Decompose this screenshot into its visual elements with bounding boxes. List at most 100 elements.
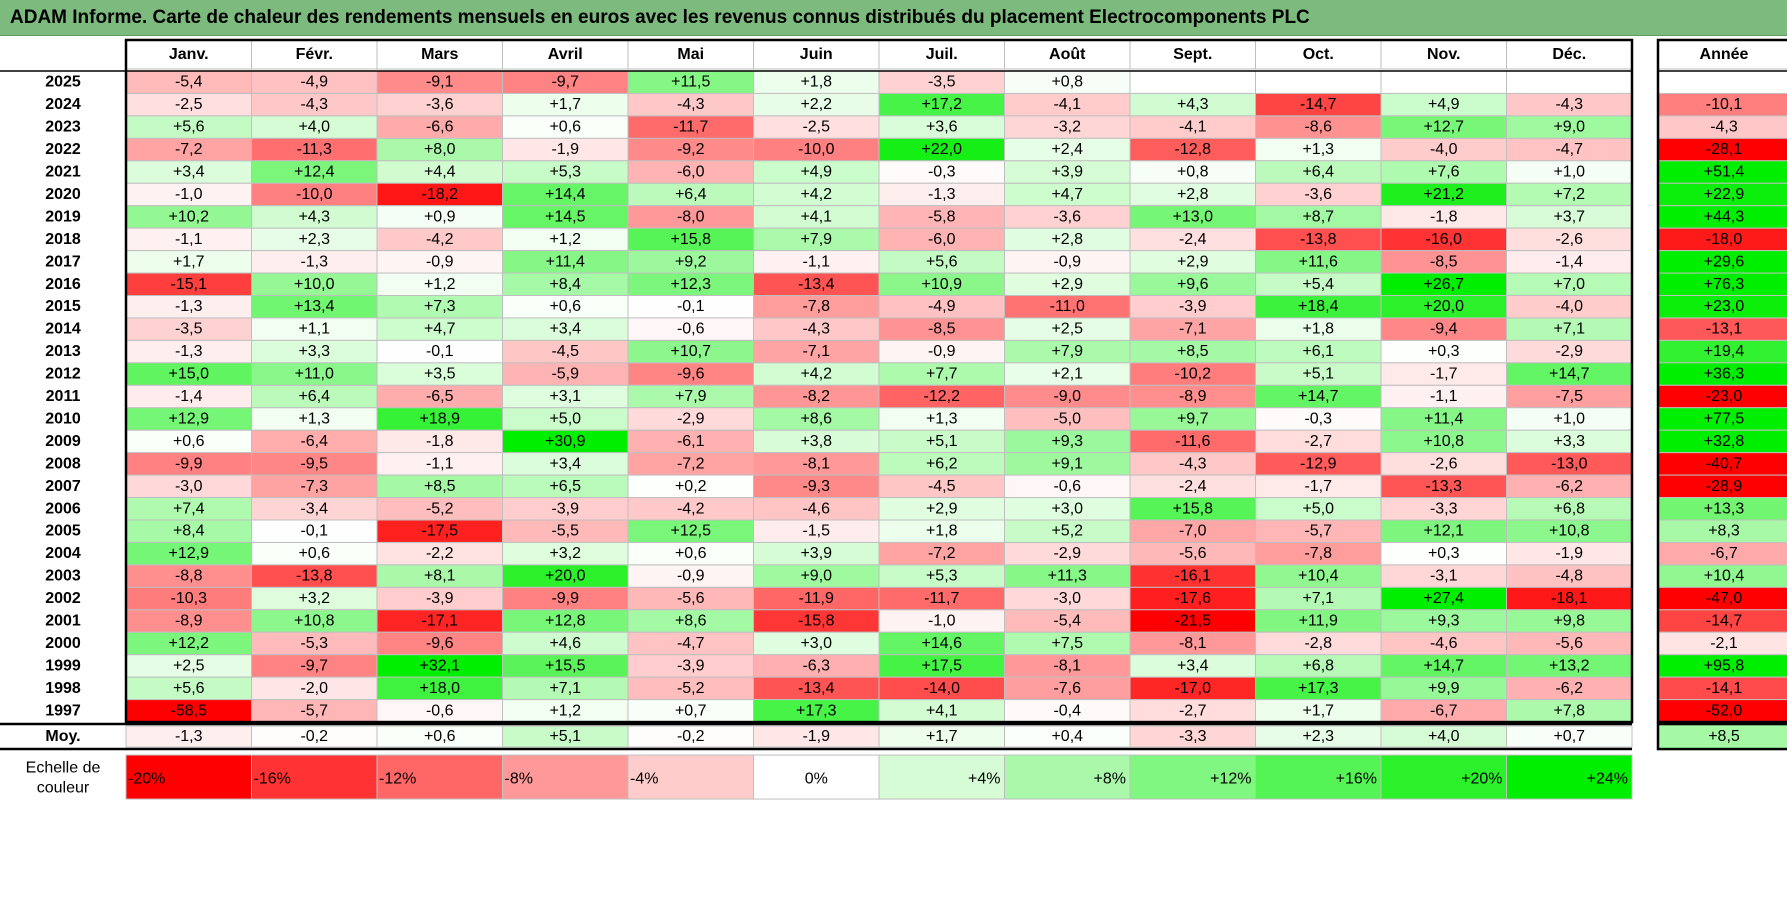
cell-value: +6,1 [1302, 343, 1334, 360]
cell-value: +5,6 [926, 253, 958, 270]
cell-value: -9,9 [175, 455, 203, 472]
cell-value: -8,9 [175, 613, 203, 630]
average-value: +2,3 [1302, 728, 1334, 745]
row-year-label: 2009 [45, 433, 81, 450]
cell-value: +15,8 [671, 231, 712, 248]
cell-value: -12,2 [924, 388, 961, 405]
cell-value: -3,9 [426, 590, 454, 607]
row-year-label: 2018 [45, 231, 81, 248]
year-total-header: Année [1700, 46, 1749, 63]
cell-value: +6,4 [1302, 164, 1334, 181]
row-year-label: 2003 [45, 568, 81, 585]
cell-value: -4,5 [551, 343, 579, 360]
row-year-label: 2001 [45, 613, 81, 630]
cell-value: -1,0 [175, 186, 203, 203]
annual-value: +44,3 [1704, 208, 1745, 225]
cell-value: +8,6 [800, 410, 832, 427]
cell-value: +1,8 [926, 523, 958, 540]
month-header: Août [1049, 46, 1086, 63]
annual-value: -28,9 [1706, 478, 1743, 495]
cell-value: -0,9 [1053, 253, 1081, 270]
cell-value: +11,6 [1299, 253, 1338, 270]
cell-value: -2,5 [802, 119, 830, 136]
cell-value: -9,1 [426, 74, 454, 91]
cell-value: -8,1 [802, 455, 830, 472]
cell-value: -7,0 [1179, 523, 1207, 540]
row-year-label: 2015 [45, 298, 81, 315]
annual-value: -10,1 [1706, 96, 1743, 113]
cell-value: -1,1 [802, 253, 830, 270]
scale-swatch [1004, 754, 1131, 800]
cell-value: +6,4 [675, 186, 707, 203]
cell-value: -2,2 [426, 545, 454, 562]
cell-value: +9,1 [1051, 455, 1083, 472]
annual-value: +22,9 [1704, 186, 1745, 203]
cell-value: +30,9 [545, 433, 586, 450]
cell-value: -3,9 [1179, 298, 1207, 315]
month-header: Sept. [1173, 46, 1212, 63]
cell-value: -6,7 [1430, 702, 1458, 719]
cell-value: -0,9 [426, 253, 454, 270]
cell-value: +18,4 [1298, 298, 1339, 315]
cell-value: -9,3 [802, 478, 830, 495]
cell-value: +0,2 [675, 478, 707, 495]
cell-value: -7,5 [1555, 388, 1583, 405]
cell-value: +2,3 [298, 231, 330, 248]
cell-value: +1,8 [800, 74, 832, 91]
cell-value: -2,0 [300, 680, 328, 697]
cell-value: -3,6 [426, 96, 454, 113]
cell-value: +8,1 [424, 568, 456, 585]
average-value: +1,7 [926, 728, 958, 745]
cell-value: -12,9 [1300, 455, 1337, 472]
cell-value: +6,5 [549, 478, 581, 495]
cell-value: -7,2 [175, 141, 203, 158]
cell-value: +10,8 [294, 613, 335, 630]
cell-value: +1,2 [549, 231, 581, 248]
row-year-label: 2019 [45, 208, 81, 225]
row-year-label: 2013 [45, 343, 81, 360]
cell-value: -7,2 [677, 455, 705, 472]
scale-swatch [627, 754, 754, 800]
annual-value: -40,7 [1706, 455, 1743, 472]
cell-value: +13,0 [1173, 208, 1214, 225]
cell-value: +3,2 [549, 545, 581, 562]
cell-value: -15,8 [798, 613, 835, 630]
row-year-label: 2012 [45, 366, 81, 383]
cell-value: -5,2 [677, 680, 705, 697]
cell-value: -5,7 [300, 702, 328, 719]
cell-value: +14,7 [1549, 366, 1590, 383]
cell-value: +7,4 [173, 500, 205, 517]
cell-value: +10,2 [169, 208, 210, 225]
cell-value: +9,0 [800, 568, 832, 585]
scale-swatch [125, 754, 252, 800]
cell-value: -1,1 [1430, 388, 1458, 405]
cell-value: +9,2 [675, 253, 707, 270]
cell-value: +12,8 [545, 613, 586, 630]
cell-value: +20,0 [1424, 298, 1465, 315]
average-value: +0,4 [1051, 728, 1083, 745]
cell-value: -4,9 [928, 298, 956, 315]
cell-value: +11,4 [1424, 410, 1463, 427]
cell-value: -5,4 [175, 74, 203, 91]
cell-value: +12,4 [294, 164, 335, 181]
cell-value: -8,9 [1179, 388, 1207, 405]
cell-value: +3,5 [424, 366, 456, 383]
scale-value: +4% [968, 771, 1000, 788]
annual-value: +13,3 [1704, 500, 1745, 517]
average-value: -1,3 [175, 728, 203, 745]
average-cell [1506, 725, 1633, 748]
cell-value: +7,7 [926, 366, 958, 383]
cell-value: -6,2 [1555, 680, 1583, 697]
annual-value: +23,0 [1704, 298, 1745, 315]
cell-value: +5,3 [926, 568, 958, 585]
cell-value: -0,6 [426, 702, 454, 719]
cell-value: +14,7 [1298, 388, 1339, 405]
cell-value: +8,6 [675, 613, 707, 630]
cell-value: -2,9 [1555, 343, 1583, 360]
cell-value: +20,0 [545, 568, 586, 585]
cell-value: +2,8 [1051, 231, 1083, 248]
cell-value: -17,5 [422, 523, 459, 540]
cell-value: +18,9 [420, 410, 461, 427]
annual-value: -18,0 [1706, 231, 1743, 248]
month-header: Juin [800, 46, 833, 63]
